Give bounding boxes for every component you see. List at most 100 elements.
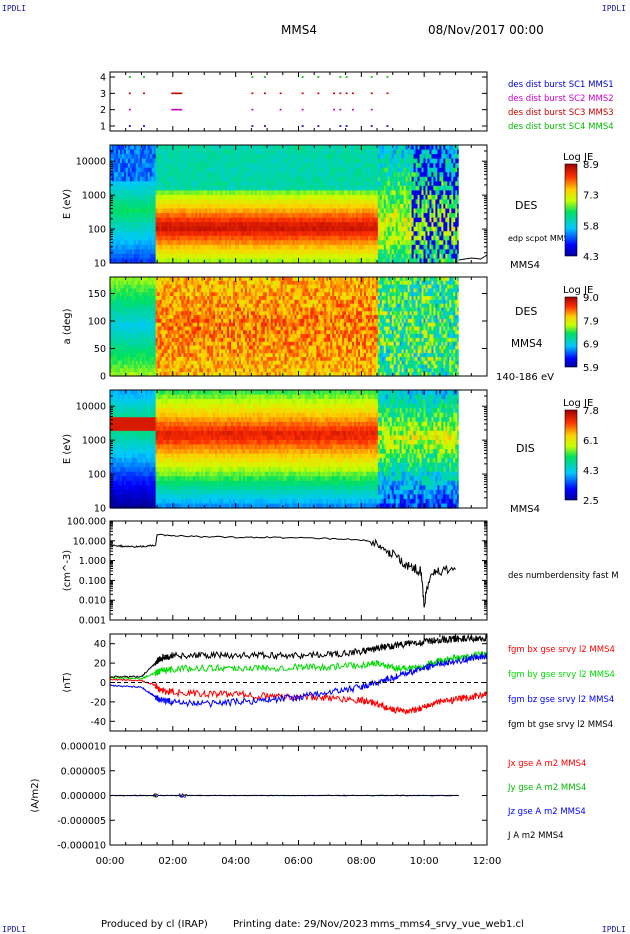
spectrogram-cell bbox=[227, 145, 230, 151]
spectrogram-cell bbox=[342, 185, 345, 191]
spectrogram-cell bbox=[294, 163, 298, 169]
spectrogram-cell bbox=[141, 226, 145, 232]
spectrogram-cell bbox=[240, 217, 244, 223]
spectrogram-cell bbox=[254, 149, 258, 155]
spectrogram-cell bbox=[215, 185, 218, 191]
spectrogram-cell bbox=[451, 204, 454, 210]
spectrogram-cell bbox=[346, 249, 349, 255]
spectrogram-cell bbox=[135, 213, 139, 219]
spectrogram-cell bbox=[137, 204, 141, 210]
spectrogram-cell bbox=[304, 213, 308, 219]
spectrogram-cell bbox=[399, 208, 403, 214]
spectrogram-cell bbox=[346, 217, 349, 223]
spectrogram-cell bbox=[328, 154, 331, 160]
spectrogram-cell bbox=[381, 226, 385, 232]
spectrogram-cell bbox=[145, 244, 149, 250]
spectrogram-cell bbox=[238, 235, 242, 241]
spectrogram-cell bbox=[395, 185, 399, 191]
spectrogram-cell bbox=[435, 253, 438, 260]
spectrogram-cell bbox=[167, 154, 171, 160]
burst-interval-marker bbox=[251, 108, 254, 111]
spectrogram-cell bbox=[278, 185, 282, 191]
spectrogram-cell bbox=[415, 149, 419, 155]
spectrogram-cell bbox=[235, 149, 238, 155]
spectrogram-cell bbox=[205, 204, 208, 210]
spectrogram-cell bbox=[395, 190, 399, 196]
spectrogram-cell bbox=[155, 213, 159, 219]
spectrogram-cell bbox=[246, 158, 250, 164]
spectrogram-cell bbox=[346, 163, 349, 169]
spectrogram-cell bbox=[110, 249, 113, 255]
spectrogram-cell bbox=[332, 194, 335, 201]
spectrogram-cell bbox=[302, 222, 306, 228]
spectrogram-cell bbox=[318, 149, 321, 155]
spectrogram-cell bbox=[231, 149, 234, 155]
spectrogram-cell bbox=[300, 235, 304, 241]
spectrogram-cell bbox=[276, 181, 280, 187]
spectrogram-cell bbox=[145, 231, 149, 237]
spectrogram-cell bbox=[401, 190, 405, 196]
spectrogram-cell bbox=[407, 181, 411, 187]
spectrogram-cell bbox=[330, 190, 333, 196]
burst-interval-marker bbox=[317, 125, 320, 127]
spectrogram-cell bbox=[423, 204, 427, 210]
spectrogram-cell bbox=[153, 208, 157, 214]
spectrogram-cell bbox=[236, 185, 240, 191]
spectrogram-cell bbox=[242, 213, 246, 219]
spectrogram-cell bbox=[338, 231, 341, 237]
spectrogram-cell bbox=[276, 244, 280, 250]
spectrogram-cell bbox=[117, 318, 121, 324]
spectrogram-cell bbox=[254, 172, 258, 178]
spectrogram-cell bbox=[240, 190, 244, 196]
spectrogram-cell bbox=[149, 226, 153, 232]
spectrogram-cell bbox=[233, 204, 236, 210]
spectrogram-cell bbox=[227, 176, 230, 182]
spectrogram-cell bbox=[197, 145, 200, 151]
spectrogram-cell bbox=[181, 258, 185, 264]
spectrogram-cell bbox=[199, 231, 202, 237]
spectrogram-cell bbox=[294, 222, 298, 228]
spectrogram-cell bbox=[393, 204, 397, 210]
spectrogram-cell bbox=[433, 213, 437, 219]
spectrogram-cell bbox=[246, 253, 250, 260]
spectrogram-cell bbox=[387, 235, 391, 241]
spectrogram-cell bbox=[147, 185, 151, 191]
spectrogram-cell bbox=[231, 249, 234, 255]
spectrogram-cell bbox=[151, 145, 155, 151]
spectrogram-cell bbox=[149, 249, 153, 255]
spectrogram-cell bbox=[328, 158, 331, 164]
spectrogram-cell bbox=[310, 226, 313, 232]
spectrogram-cell bbox=[427, 217, 431, 223]
spectrogram-cell bbox=[298, 213, 302, 219]
spectrogram-cell bbox=[244, 181, 248, 187]
spectrogram-cell bbox=[254, 213, 258, 219]
spectrogram-cell bbox=[312, 149, 315, 155]
spectrogram-cell bbox=[455, 240, 458, 246]
spectrogram-cell bbox=[298, 199, 302, 205]
spectrogram-cell bbox=[256, 240, 260, 246]
spectrogram-cell bbox=[352, 253, 355, 260]
spectrogram-cell bbox=[294, 235, 298, 241]
spectrogram-cell bbox=[203, 249, 206, 255]
spectrogram-cell bbox=[363, 208, 367, 214]
spectrogram-cell bbox=[298, 181, 302, 187]
spectrogram-cell bbox=[217, 163, 220, 169]
spectrogram-cell bbox=[451, 181, 454, 187]
spectrogram-cell bbox=[298, 226, 302, 232]
spectrogram-cell bbox=[201, 244, 204, 250]
spectrogram-cell bbox=[445, 149, 448, 155]
spectrogram-cell bbox=[391, 244, 395, 250]
spectrogram-cell bbox=[115, 235, 119, 241]
spectrogram-cell bbox=[427, 185, 431, 191]
spectrogram-cell bbox=[338, 167, 341, 173]
spectrogram-cell bbox=[298, 190, 302, 196]
spectrogram-cell bbox=[221, 194, 224, 201]
spectrogram-cell bbox=[111, 334, 115, 339]
spectrogram-cell bbox=[373, 154, 377, 160]
spectrogram-cell bbox=[110, 208, 113, 214]
spectrogram-cell bbox=[310, 253, 313, 260]
spectrogram-cell bbox=[110, 199, 113, 205]
spectrogram-cell bbox=[262, 204, 266, 210]
spectrogram-cell bbox=[322, 249, 325, 255]
spectrogram-cell bbox=[395, 258, 399, 264]
